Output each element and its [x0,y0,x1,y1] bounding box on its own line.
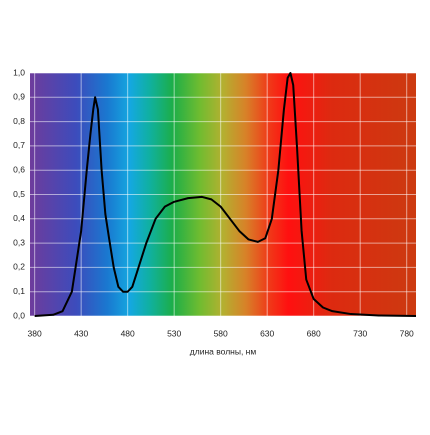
x-tick-label: 430 [74,328,88,338]
y-tick-label: 0,9 [13,92,25,102]
y-tick-label: 0,4 [13,213,25,223]
x-axis-label: длина волны, нм [190,346,257,356]
x-tick-label: 580 [214,328,228,338]
y-tick-label: 0,5 [13,189,25,199]
y-tick-label: 0,6 [13,164,25,174]
x-tick-label: 730 [353,328,367,338]
y-tick-label: 0,2 [13,262,25,272]
spectrum-line [34,72,417,317]
y-tick-label: 0,0 [13,310,25,320]
y-tick-label: 0,3 [13,237,25,247]
x-tick-label: 480 [121,328,135,338]
x-tick-label: 780 [400,328,414,338]
x-tick-label: 380 [28,328,42,338]
y-tick-label: 0,7 [13,140,25,150]
x-tick-label: 530 [167,328,181,338]
y-tick-label: 1,0 [13,67,25,77]
x-tick-label: 680 [307,328,321,338]
y-tick-label: 0,1 [13,286,25,296]
x-tick-label: 630 [260,328,274,338]
y-tick-label: 0,8 [13,116,25,126]
